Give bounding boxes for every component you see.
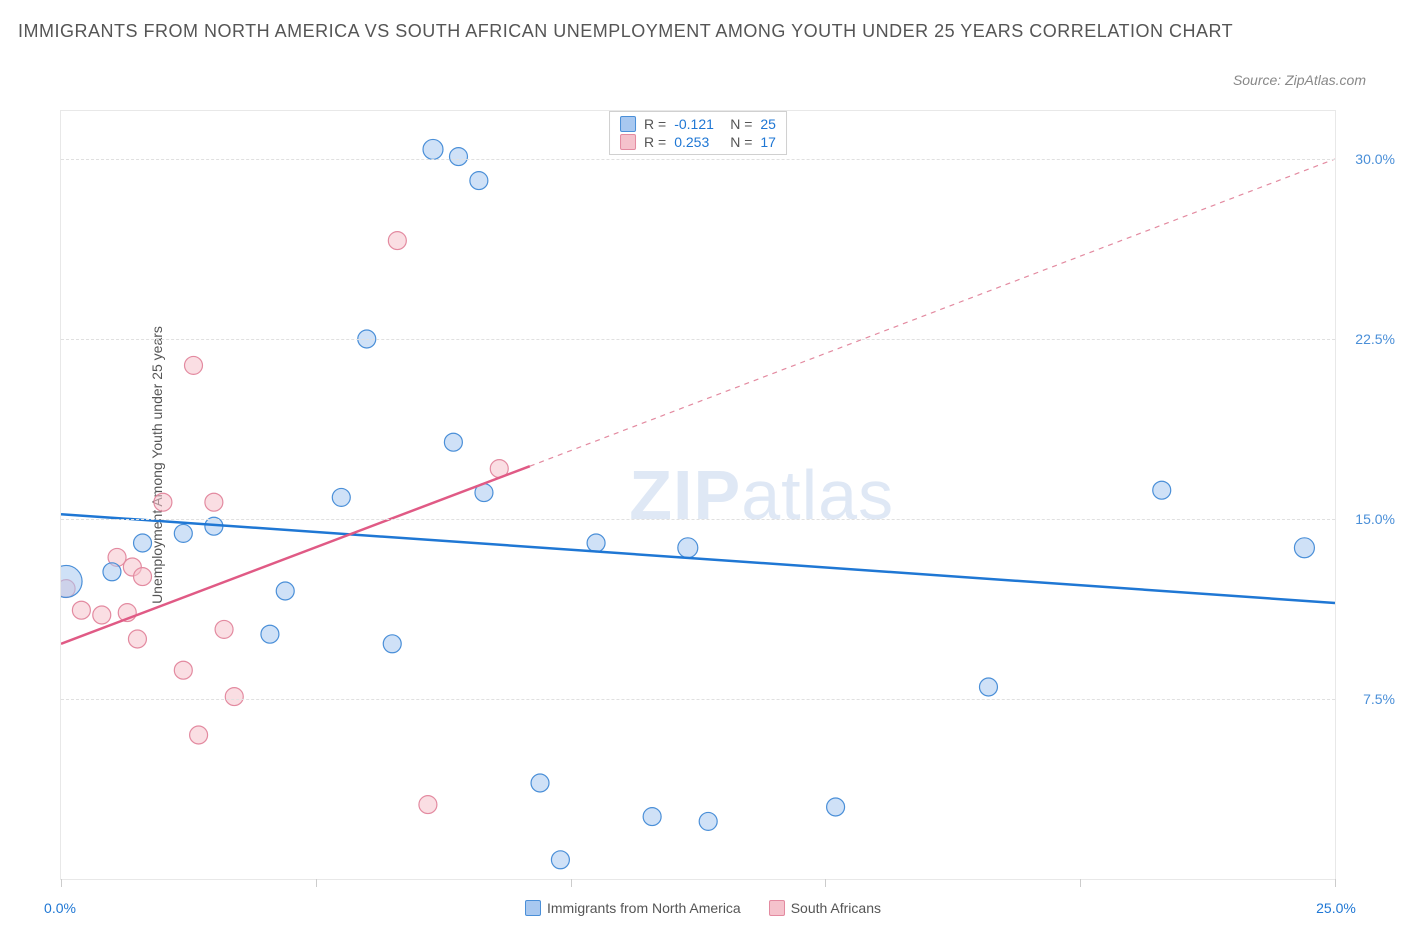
stats-row: R = -0.121 N = 25 xyxy=(620,116,776,132)
scatter-point-pink xyxy=(174,661,192,679)
stat-n-value: 17 xyxy=(760,134,776,150)
scatter-point-blue xyxy=(531,774,549,792)
scatter-point-pink xyxy=(72,601,90,619)
scatter-point-pink xyxy=(205,493,223,511)
scatter-point-pink xyxy=(388,232,406,250)
scatter-point-pink xyxy=(93,606,111,624)
legend-swatch-icon xyxy=(620,116,636,132)
trend-line xyxy=(61,514,1335,603)
scatter-point-pink xyxy=(134,568,152,586)
scatter-point-blue xyxy=(61,565,82,597)
scatter-point-blue xyxy=(470,172,488,190)
stat-r-value: -0.121 xyxy=(674,116,722,132)
chart-title: IMMIGRANTS FROM NORTH AMERICA VS SOUTH A… xyxy=(18,18,1306,45)
x-tick xyxy=(825,879,826,887)
legend-label: South Africans xyxy=(791,900,881,916)
trend-line xyxy=(530,159,1335,466)
stats-row: R = 0.253 N = 17 xyxy=(620,134,776,150)
scatter-point-blue xyxy=(678,538,698,558)
legend-label: Immigrants from North America xyxy=(547,900,741,916)
scatter-point-blue xyxy=(587,534,605,552)
stat-n-label: N = xyxy=(730,134,752,150)
scatter-point-blue xyxy=(276,582,294,600)
scatter-point-pink xyxy=(185,356,203,374)
trend-line xyxy=(61,466,530,644)
stat-n-value: 25 xyxy=(760,116,776,132)
scatter-point-pink xyxy=(128,630,146,648)
source-attribution: Source: ZipAtlas.com xyxy=(1233,72,1366,88)
legend-swatch-icon xyxy=(769,900,785,916)
x-tick xyxy=(1335,879,1336,887)
y-tick-label: 22.5% xyxy=(1355,331,1395,347)
scatter-point-blue xyxy=(827,798,845,816)
gridline xyxy=(61,159,1335,160)
x-tick xyxy=(316,879,317,887)
scatter-point-blue xyxy=(450,148,468,166)
scatter-point-blue xyxy=(979,678,997,696)
plot-region: ZIPatlas R = -0.121N = 25R = 0.253N = 17… xyxy=(60,110,1336,880)
scatter-point-blue xyxy=(423,139,443,159)
scatter-point-blue xyxy=(1153,481,1171,499)
y-tick-label: 30.0% xyxy=(1355,151,1395,167)
scatter-point-pink xyxy=(154,493,172,511)
scatter-point-pink xyxy=(190,726,208,744)
scatter-point-pink xyxy=(215,620,233,638)
scatter-point-blue xyxy=(643,808,661,826)
x-tick-label: 0.0% xyxy=(44,900,76,916)
scatter-point-blue xyxy=(332,488,350,506)
gridline xyxy=(61,339,1335,340)
scatter-point-blue xyxy=(134,534,152,552)
scatter-point-blue xyxy=(444,433,462,451)
x-tick xyxy=(1080,879,1081,887)
scatter-point-blue xyxy=(551,851,569,869)
scatter-point-blue xyxy=(699,812,717,830)
legend-item: South Africans xyxy=(769,900,881,916)
scatter-point-blue xyxy=(383,635,401,653)
y-tick-label: 7.5% xyxy=(1363,691,1395,707)
scatter-point-blue xyxy=(174,524,192,542)
legend-swatch-icon xyxy=(525,900,541,916)
scatter-point-blue xyxy=(1294,538,1314,558)
stat-r-label: R = xyxy=(644,116,666,132)
legend-swatch-icon xyxy=(620,134,636,150)
stat-r-label: R = xyxy=(644,134,666,150)
stat-n-label: N = xyxy=(730,116,752,132)
series-legend: Immigrants from North America South Afric… xyxy=(525,900,881,916)
scatter-point-blue xyxy=(103,563,121,581)
scatter-point-pink xyxy=(419,796,437,814)
x-tick-label: 25.0% xyxy=(1316,900,1356,916)
y-tick-label: 15.0% xyxy=(1355,511,1395,527)
chart-area: ZIPatlas R = -0.121N = 25R = 0.253N = 17… xyxy=(60,110,1336,880)
scatter-point-pink xyxy=(225,688,243,706)
scatter-point-blue xyxy=(261,625,279,643)
legend-item: Immigrants from North America xyxy=(525,900,741,916)
gridline xyxy=(61,519,1335,520)
x-tick xyxy=(571,879,572,887)
scatter-svg xyxy=(61,111,1335,879)
correlation-stats-box: R = -0.121 N = 25 R = 0.253 N = 17 xyxy=(609,111,787,155)
gridline xyxy=(61,699,1335,700)
stat-r-value: 0.253 xyxy=(674,134,722,150)
x-tick xyxy=(61,879,62,887)
